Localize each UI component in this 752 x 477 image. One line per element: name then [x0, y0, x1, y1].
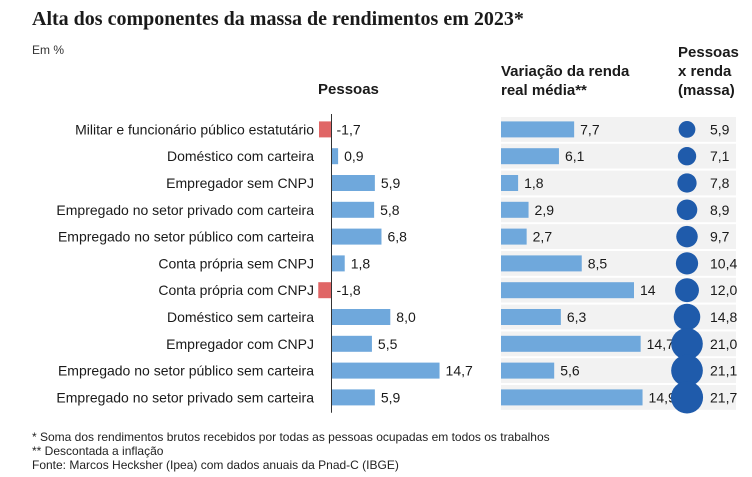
bar-renda	[501, 175, 519, 191]
value-label-pessoas: 14,7	[446, 363, 473, 379]
row-stripe-renda	[501, 170, 736, 196]
footnote-2: ** Descontada a inflação	[32, 444, 164, 458]
value-label-renda: 8,5	[588, 255, 608, 271]
value-label-massa: 21,7	[710, 389, 737, 405]
value-label-massa: 7,8	[710, 175, 730, 191]
value-label-pessoas: 5,8	[380, 202, 400, 218]
header-pessoas-line: Pessoas	[318, 81, 379, 98]
value-label-renda: 14,9	[649, 389, 676, 405]
bubble-massa	[671, 354, 703, 387]
bar-renda	[501, 201, 529, 218]
header-renda-line-1: Variação da renda	[501, 63, 630, 80]
value-label-renda: 1,8	[524, 175, 544, 191]
value-label-pessoas: 8,0	[396, 309, 416, 325]
value-label-renda: 6,1	[565, 148, 585, 164]
bar-renda	[501, 335, 641, 352]
header-massa-line-2: x renda	[678, 63, 732, 80]
category-label: Conta própria sem CNPJ	[158, 255, 314, 271]
header-renda-line-2: real média**	[501, 82, 587, 99]
value-label-pessoas: 1,8	[351, 255, 371, 271]
value-label-renda: 14,7	[647, 336, 674, 352]
category-label: Conta própria com CNPJ	[158, 282, 314, 298]
bar-renda	[501, 255, 582, 272]
bubble-massa	[670, 381, 704, 414]
bubble-massa	[678, 121, 696, 138]
category-label: Empregado no setor privado sem carteira	[56, 389, 314, 405]
value-label-massa: 21,0	[710, 336, 737, 352]
chart-title: Alta dos componentes da massa de rendime…	[32, 8, 524, 30]
header-massa-line-1: Pessoas	[678, 44, 739, 61]
footnotes: * Soma dos rendimentos brutos recebidos …	[32, 430, 550, 472]
value-label-renda: 6,3	[567, 309, 587, 325]
category-label: Doméstico com carteira	[167, 148, 314, 164]
bubble-massa	[677, 147, 697, 166]
value-label-massa: 21,1	[710, 363, 737, 379]
bubble-massa	[673, 303, 701, 331]
footnote-1: * Soma dos rendimentos brutos recebidos …	[32, 430, 550, 444]
header-massa-line-3: (massa)	[678, 82, 735, 99]
header-massa: Pessoas x renda (massa)	[678, 43, 739, 100]
bar-pessoas	[331, 228, 382, 245]
bar-renda	[501, 389, 643, 406]
value-label-massa: 14,8	[710, 309, 737, 325]
bar-renda	[501, 362, 555, 379]
bar-pessoas	[331, 255, 345, 272]
bar-renda	[501, 309, 561, 325]
bar-pessoas	[331, 309, 391, 325]
bubble-massa	[676, 199, 698, 221]
bar-pessoas	[331, 175, 375, 191]
value-label-renda: 14	[640, 282, 656, 298]
value-label-massa: 5,9	[710, 121, 730, 137]
value-label-massa: 8,9	[710, 202, 730, 218]
bubble-massa	[676, 225, 698, 248]
bar-renda	[501, 228, 527, 245]
value-label-pessoas: 5,5	[378, 336, 398, 352]
category-label: Empregado no setor público sem carteira	[58, 363, 314, 379]
bar-pessoas	[331, 335, 372, 352]
bar-pessoas	[331, 201, 375, 218]
value-label-pessoas: -1,7	[337, 121, 361, 137]
value-label-pessoas: -1,8	[337, 282, 361, 298]
category-label: Empregador sem CNPJ	[166, 175, 314, 191]
bar-pessoas	[319, 121, 332, 138]
value-label-massa: 10,4	[710, 255, 737, 271]
bar-pessoas	[318, 282, 332, 299]
bar-pessoas	[331, 389, 375, 406]
category-label: Doméstico sem carteira	[167, 309, 314, 325]
bar-renda	[501, 148, 559, 165]
value-label-renda: 2,9	[535, 202, 555, 218]
value-label-pessoas: 5,9	[381, 389, 401, 405]
category-label: Empregado no setor privado com carteira	[56, 202, 314, 218]
value-label-renda: 2,7	[533, 229, 553, 245]
bar-renda	[501, 282, 634, 299]
bubble-massa	[675, 278, 699, 303]
unit-label: Em %	[32, 43, 65, 57]
header-pessoas: Pessoas	[318, 80, 379, 99]
category-label: Empregador com CNPJ	[166, 336, 314, 352]
value-label-massa: 9,7	[710, 229, 730, 245]
value-label-pessoas: 6,8	[387, 229, 407, 245]
bar-pessoas	[331, 148, 339, 165]
footnote-source: Fonte: Marcos Hecksher (Ipea) com dados …	[32, 458, 399, 472]
value-label-renda: 7,7	[580, 121, 600, 137]
header-renda: Variação da renda real média**	[501, 62, 629, 100]
category-label: Empregado no setor público com carteira	[58, 229, 314, 245]
category-label: Militar e funcionário público estatutári…	[75, 121, 314, 137]
bubble-massa	[671, 327, 703, 360]
bubble-massa	[675, 252, 699, 275]
value-label-pessoas: 0,9	[344, 148, 364, 164]
value-label-renda: 5,6	[560, 363, 580, 379]
bar-pessoas	[331, 362, 440, 379]
bubble-massa	[677, 173, 697, 193]
value-label-pessoas: 5,9	[381, 175, 401, 191]
value-label-massa: 12,0	[710, 282, 737, 298]
value-label-massa: 7,1	[710, 148, 730, 164]
bar-renda	[501, 121, 575, 138]
